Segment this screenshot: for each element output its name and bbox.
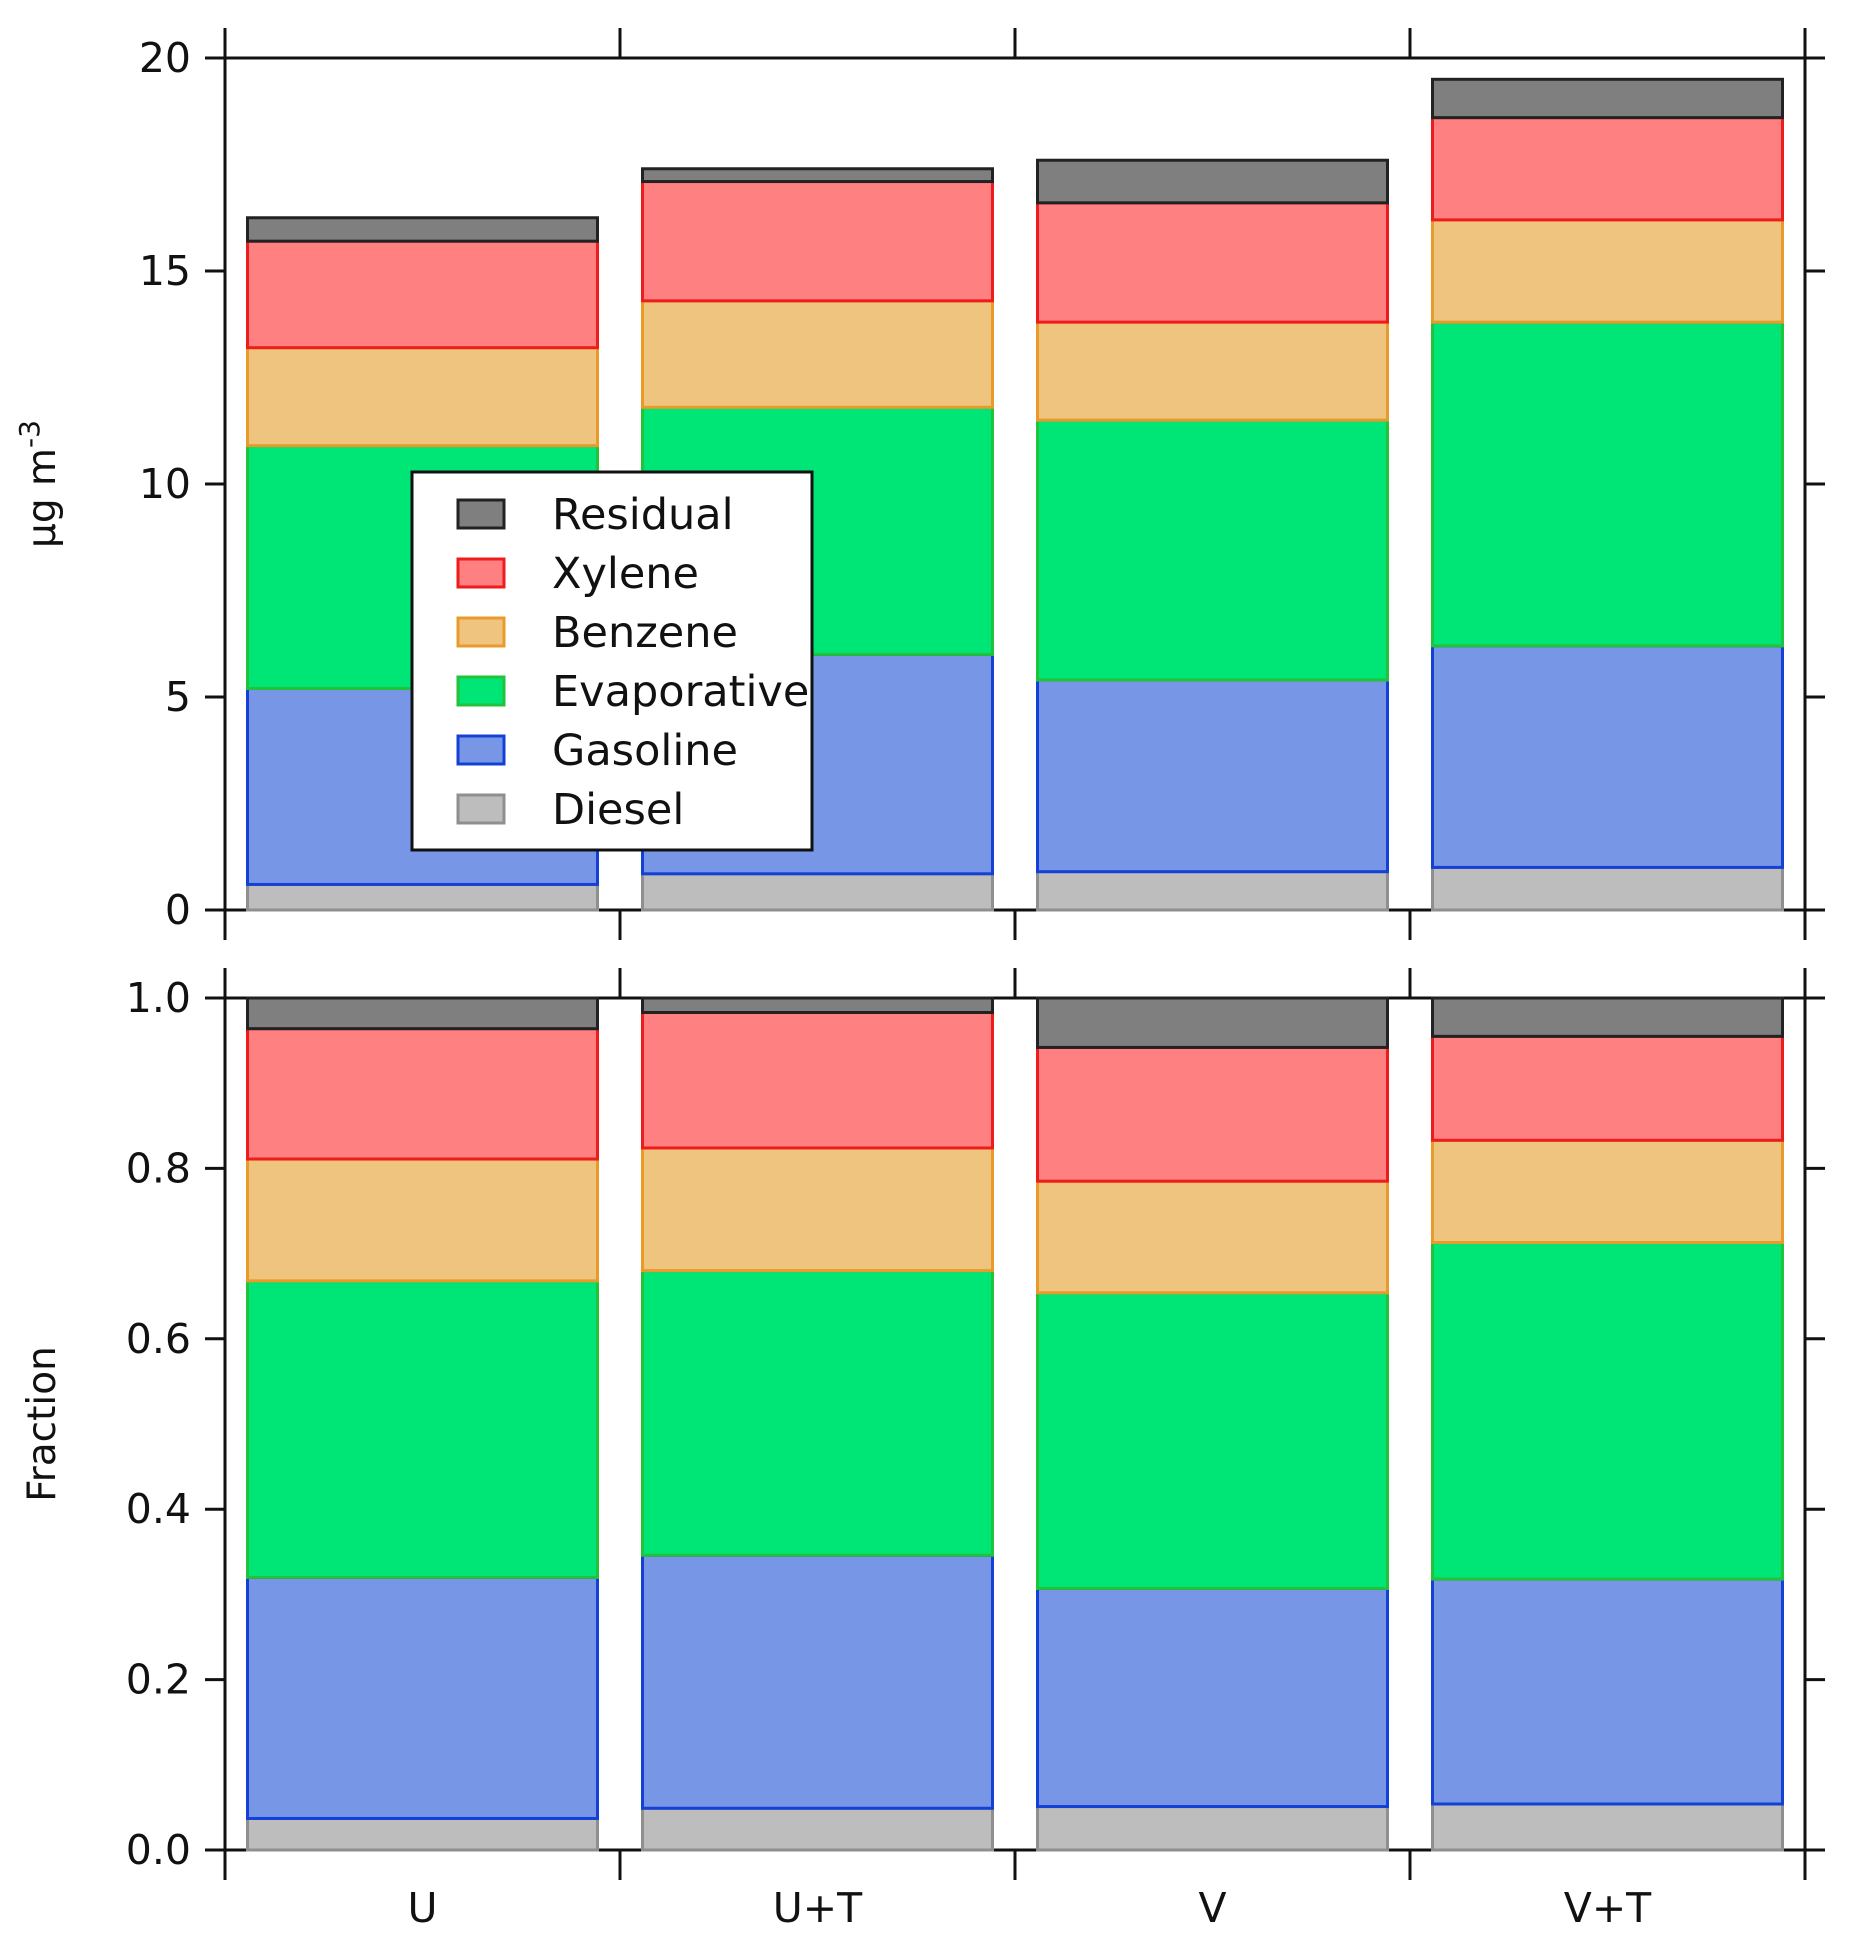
concentration-ytick-label: 15	[139, 247, 191, 295]
concentration-y-axis-title-superscript: -3	[13, 420, 46, 448]
concentration-bar-v-benzene	[1036, 320, 1389, 422]
legend-label-residual: Residual	[552, 490, 734, 540]
x-category-label-u: U	[407, 1884, 437, 1932]
fraction-bar-u-plus-t-evaporative	[641, 1269, 994, 1557]
concentration-bar-v-plus-t-xylene	[1431, 116, 1784, 222]
legend-label-gasoline: Gasoline	[552, 726, 738, 776]
concentration-ytick-label: 20	[139, 34, 191, 82]
legend-swatch-xylene	[456, 557, 506, 589]
x-category-label-v: V	[1198, 1884, 1226, 1932]
fraction-bar-v-residual	[1036, 996, 1389, 1049]
concentration-bar-v-gasoline	[1036, 678, 1389, 874]
fraction-ytick-label: 0.8	[126, 1144, 191, 1192]
legend-label-diesel: Diesel	[552, 785, 684, 835]
fraction-ytick-label: 0.6	[126, 1315, 191, 1363]
fraction-ytick-label: 1.0	[126, 974, 191, 1022]
fraction-bar-u-plus-t-benzene	[641, 1146, 994, 1273]
x-category-label-v-plus-t: V+T	[1564, 1884, 1652, 1932]
legend-swatch-gasoline	[456, 734, 506, 766]
fraction-bar-v-plus-t-xylene	[1431, 1034, 1784, 1142]
fraction-bar-v-diesel	[1036, 1805, 1389, 1852]
concentration-y-axis-title-text: µg m	[20, 448, 65, 548]
fraction-bar-v-plus-t-gasoline	[1431, 1577, 1784, 1806]
fraction-bar-u-plus-t-residual	[641, 996, 994, 1014]
fraction-bar-u-diesel	[246, 1816, 599, 1852]
fraction-bar-u-evaporative	[246, 1279, 599, 1579]
fraction-bar-u-benzene	[246, 1157, 599, 1283]
fraction-bar-u-gasoline	[246, 1575, 599, 1820]
fraction-bar-u-xylene	[246, 1027, 599, 1161]
concentration-bar-v-plus-t-gasoline	[1431, 644, 1784, 869]
fraction-bar-v-plus-t-benzene	[1431, 1138, 1784, 1245]
fraction-bar-v-evaporative	[1036, 1291, 1389, 1590]
fraction-bar-v-gasoline	[1036, 1586, 1389, 1809]
concentration-bar-v-plus-t-evaporative	[1431, 320, 1784, 648]
concentration-bar-u-plus-t-benzene	[641, 299, 994, 409]
fraction-bar-u-plus-t-gasoline	[641, 1553, 994, 1810]
concentration-bar-u-xylene	[246, 239, 599, 350]
concentration-bar-v-evaporative	[1036, 418, 1389, 682]
fraction-bar-v-plus-t-diesel	[1431, 1802, 1784, 1852]
fraction-bar-v-plus-t-residual	[1431, 996, 1784, 1038]
concentration-bar-u-diesel	[246, 882, 599, 912]
concentration-bar-u-residual	[246, 216, 599, 243]
concentration-y-axis-title: µg m-3	[13, 420, 65, 548]
fraction-bar-v-xylene	[1036, 1045, 1389, 1183]
concentration-ytick-label: 0	[165, 886, 191, 934]
concentration-bar-v-residual	[1036, 158, 1389, 205]
fraction-bar-u-plus-t-xylene	[641, 1010, 994, 1150]
concentration-bar-u-plus-t-diesel	[641, 872, 994, 912]
fraction-ytick-label: 0.0	[126, 1826, 191, 1874]
concentration-bar-u-plus-t-residual	[641, 167, 994, 184]
legend-label-evaporative: Evaporative	[552, 667, 809, 717]
fraction-y-axis-title-text: Fraction	[20, 1346, 65, 1502]
concentration-bar-u-benzene	[246, 346, 599, 448]
fraction-bar-v-benzene	[1036, 1179, 1389, 1295]
fraction-bar-v-plus-t-evaporative	[1431, 1241, 1784, 1581]
concentration-ytick-label: 10	[139, 460, 191, 508]
legend-box	[410, 470, 814, 852]
legend-swatch-residual	[456, 498, 506, 530]
legend-swatch-evaporative	[456, 675, 506, 707]
legend-label-xylene: Xylene	[552, 549, 699, 599]
concentration-bar-v-plus-t-residual	[1431, 77, 1784, 120]
fraction-y-axis-title: Fraction	[20, 1346, 65, 1502]
concentration-bar-u-plus-t-xylene	[641, 180, 994, 303]
legend-label-benzene: Benzene	[552, 608, 738, 658]
fraction-bar-u-plus-t-diesel	[641, 1806, 994, 1852]
legend-swatch-diesel	[456, 793, 506, 825]
concentration-bar-v-diesel	[1036, 870, 1389, 912]
fraction-ytick-label: 0.4	[126, 1485, 191, 1533]
legend-swatch-benzene	[456, 616, 506, 648]
concentration-bar-v-xylene	[1036, 201, 1389, 324]
concentration-bar-v-plus-t-diesel	[1431, 865, 1784, 912]
x-category-label-u-plus-t: U+T	[773, 1884, 863, 1932]
concentration-bar-v-plus-t-benzene	[1431, 218, 1784, 324]
fraction-bar-u-residual	[246, 996, 599, 1031]
concentration-ytick-label: 5	[165, 673, 191, 721]
fraction-ytick-label: 0.2	[126, 1656, 191, 1704]
